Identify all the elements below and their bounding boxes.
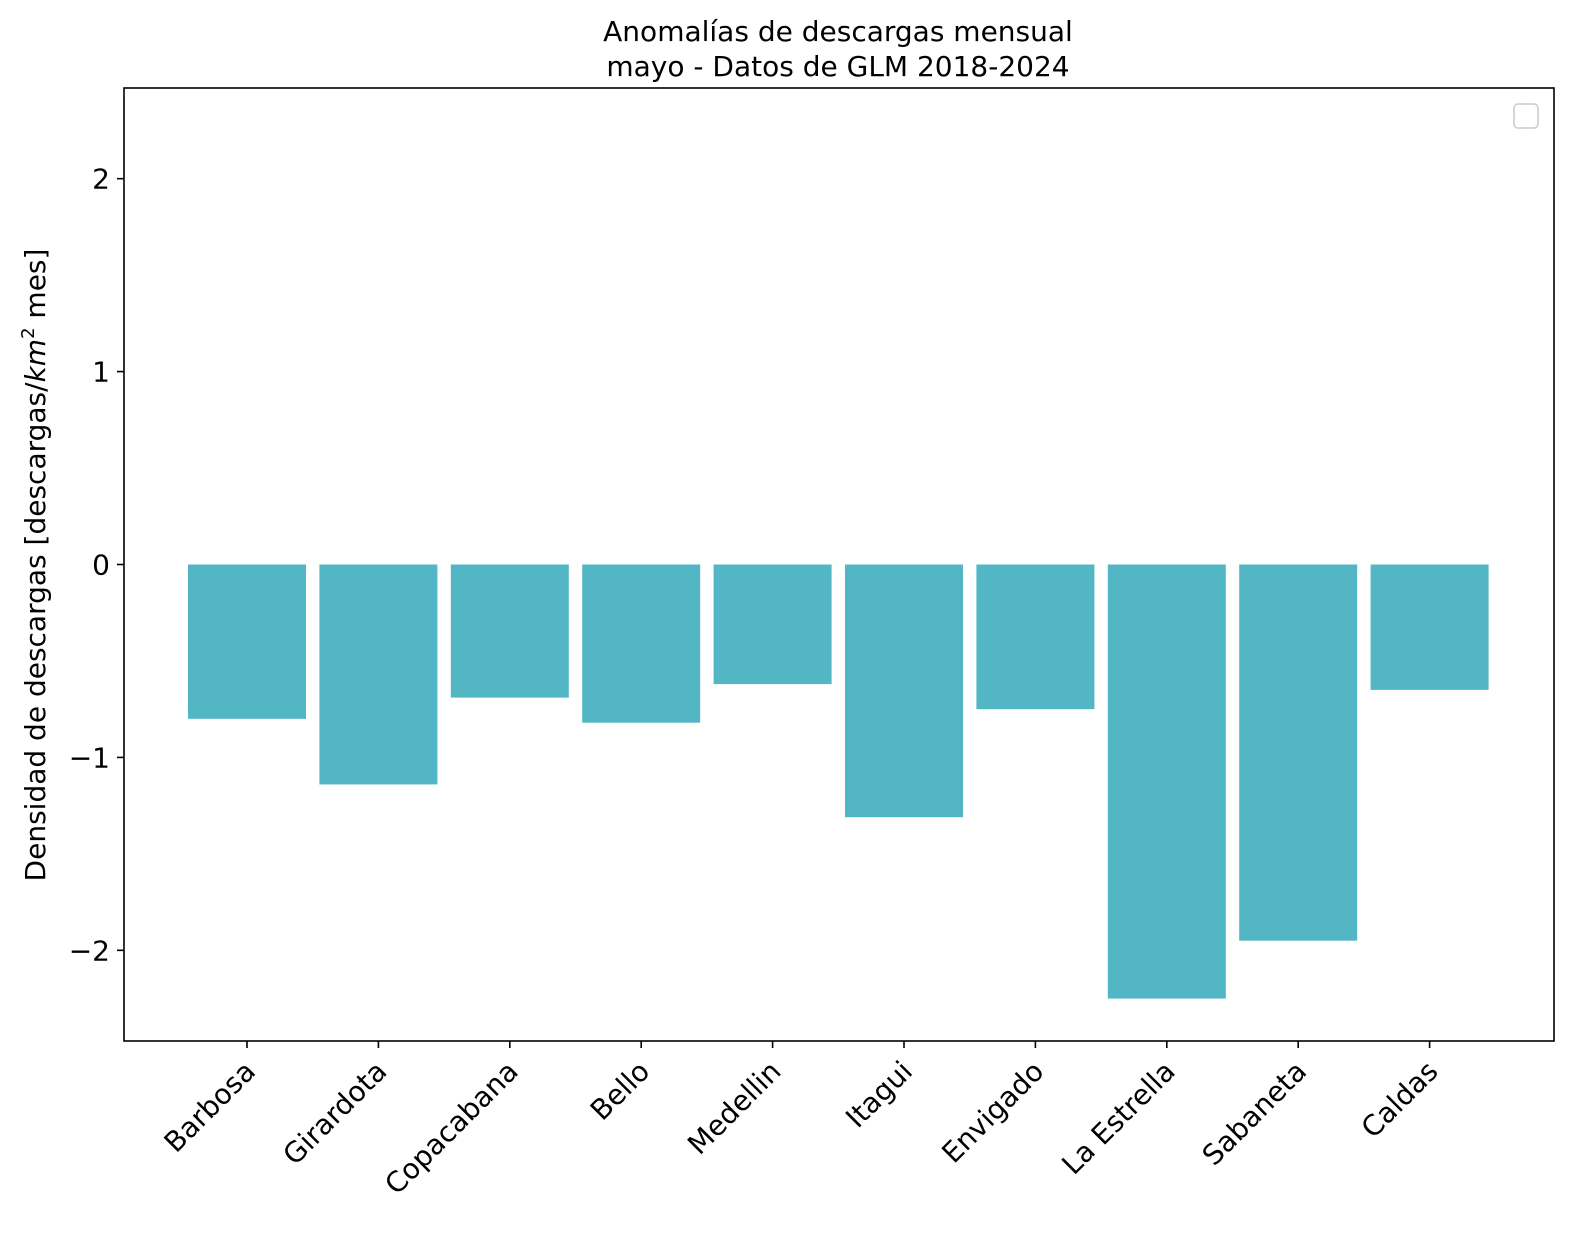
bar-sabaneta bbox=[1239, 564, 1358, 941]
x-tick-label-copacabana: Copacabana bbox=[378, 1055, 524, 1201]
x-tick-label-girardota: Girardota bbox=[277, 1055, 394, 1172]
y-tick-label: 0 bbox=[92, 549, 110, 582]
y-axis-label: Densidad de descargas [descargas/km2 mes… bbox=[18, 249, 52, 882]
chart-title-line2: mayo - Datos de GLM 2018-2024 bbox=[606, 50, 1069, 83]
bar-envigado bbox=[976, 564, 1095, 710]
y-axis-label-prefix: Densidad de descargas [descargas/ bbox=[19, 382, 52, 882]
plot-frame bbox=[123, 87, 1555, 1042]
x-tick-label-barbosa: Barbosa bbox=[158, 1055, 262, 1159]
x-tick-label-la-estrella: La Estrella bbox=[1055, 1055, 1181, 1181]
y-axis-label-suffix: mes] bbox=[19, 249, 52, 328]
y-tick-label: 1 bbox=[92, 356, 110, 389]
bar-bello bbox=[582, 564, 701, 723]
x-tick-label-caldas: Caldas bbox=[1355, 1055, 1445, 1145]
y-axis-label-sup: 2 bbox=[18, 327, 39, 338]
bar-girardota bbox=[319, 564, 438, 785]
x-tick-label-itagui: Itagui bbox=[839, 1055, 919, 1135]
y-axis-ticks: 2 1 0 −1 −2 bbox=[69, 163, 124, 967]
x-tick-label-bello: Bello bbox=[584, 1055, 656, 1127]
y-tick-label: −1 bbox=[69, 741, 110, 774]
y-tick-label: −2 bbox=[69, 934, 110, 967]
bar-la-estrella bbox=[1107, 564, 1226, 999]
bar-barbosa bbox=[188, 564, 306, 719]
x-tick-label-envigado: Envigado bbox=[935, 1055, 1050, 1170]
bar-copacabana bbox=[450, 564, 569, 698]
chart-title-line1: Anomalías de descargas mensual bbox=[603, 15, 1073, 48]
bar-itagui bbox=[845, 564, 963, 818]
legend-box bbox=[1513, 103, 1539, 129]
y-tick-label: 2 bbox=[92, 163, 110, 196]
bars-group bbox=[188, 564, 1489, 999]
y-axis-label-km: km bbox=[19, 339, 52, 383]
x-tick-label-sabaneta: Sabaneta bbox=[1196, 1055, 1313, 1172]
bar-caldas bbox=[1370, 564, 1489, 690]
bar-medellin bbox=[713, 564, 832, 685]
x-tick-label-medellin: Medellin bbox=[681, 1055, 787, 1161]
